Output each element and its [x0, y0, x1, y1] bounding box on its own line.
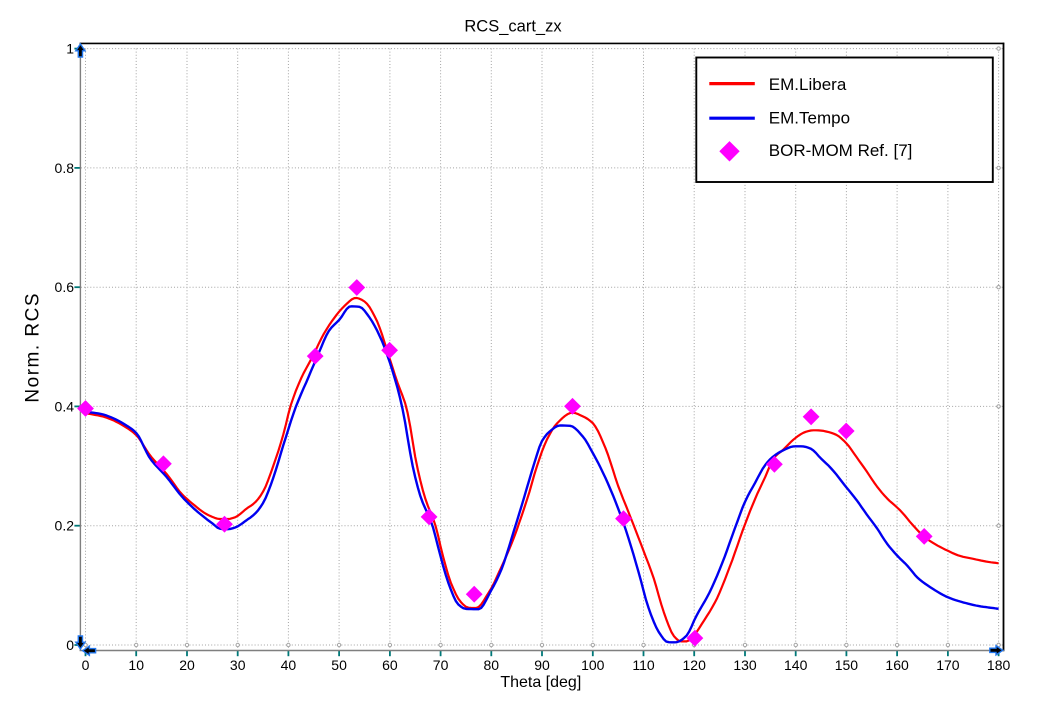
svg-text:RCS_cart_zx: RCS_cart_zx [464, 18, 562, 36]
svg-text:1: 1 [66, 41, 74, 57]
svg-text:150: 150 [835, 657, 859, 673]
svg-text:80: 80 [484, 657, 500, 673]
svg-text:10: 10 [128, 657, 144, 673]
svg-text:0.8: 0.8 [55, 160, 75, 176]
svg-text:70: 70 [433, 657, 449, 673]
svg-text:40: 40 [281, 657, 297, 673]
svg-text:20: 20 [179, 657, 195, 673]
svg-text:0.2: 0.2 [55, 518, 75, 534]
svg-text:30: 30 [230, 657, 246, 673]
svg-text:0.4: 0.4 [55, 398, 75, 414]
svg-text:50: 50 [331, 657, 347, 673]
svg-text:0: 0 [82, 657, 90, 673]
svg-text:0: 0 [66, 637, 74, 653]
svg-text:180: 180 [987, 657, 1011, 673]
svg-text:EM.Tempo: EM.Tempo [769, 109, 850, 128]
svg-text:100: 100 [581, 657, 605, 673]
svg-text:120: 120 [683, 657, 707, 673]
svg-text:Norm. RCS: Norm. RCS [22, 292, 43, 403]
svg-text:EM.Libera: EM.Libera [769, 75, 847, 94]
svg-text:0.6: 0.6 [55, 279, 75, 295]
svg-text:60: 60 [382, 657, 398, 673]
svg-text:170: 170 [936, 657, 960, 673]
svg-text:160: 160 [885, 657, 909, 673]
svg-text:110: 110 [632, 657, 655, 673]
svg-text:130: 130 [733, 657, 757, 673]
svg-text:Theta [deg]: Theta [deg] [500, 674, 581, 691]
svg-text:140: 140 [784, 657, 808, 673]
svg-text:BOR-MOM Ref. [7]: BOR-MOM Ref. [7] [769, 141, 913, 160]
svg-text:90: 90 [534, 657, 550, 673]
